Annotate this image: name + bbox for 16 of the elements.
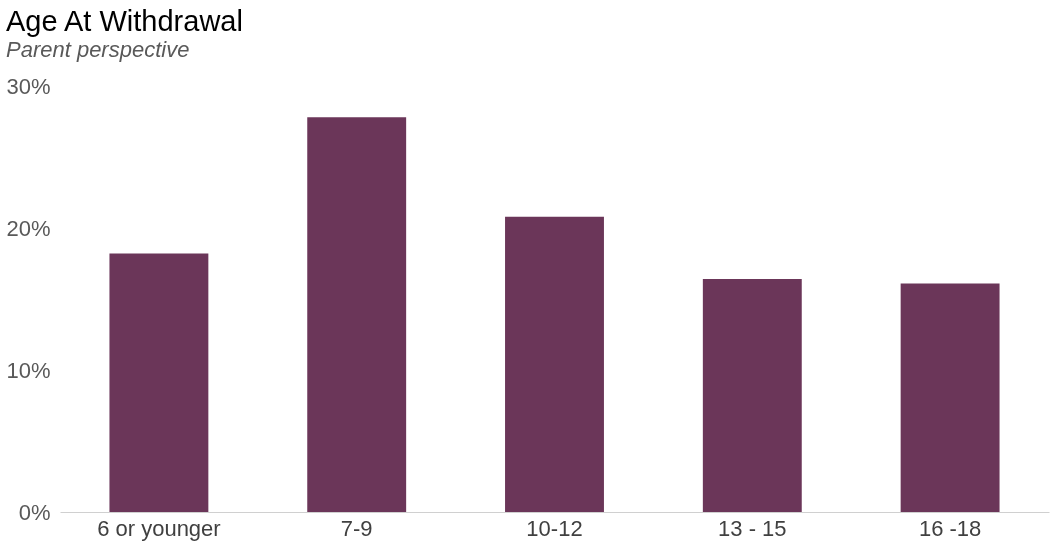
- chart-title: Age At Withdrawal: [5, 5, 243, 37]
- bar: [307, 117, 407, 512]
- x-tick-label: 6 or younger: [97, 515, 221, 541]
- x-tick-label: 7-9: [340, 515, 373, 541]
- y-tick-label: 10%: [6, 357, 51, 383]
- bar: [900, 283, 1000, 512]
- y-tick-label: 0%: [18, 499, 51, 525]
- bar: [109, 253, 209, 512]
- bar: [702, 279, 802, 512]
- x-tick-label: 13 - 15: [718, 515, 787, 541]
- y-tick-label: 30%: [6, 73, 51, 99]
- chart-subtitle: Parent perspective: [5, 37, 190, 62]
- x-tick-label: 10-12: [526, 515, 583, 541]
- x-tick-label: 16 -18: [918, 515, 982, 541]
- bar: [505, 216, 604, 512]
- y-tick-label: 20%: [6, 215, 51, 241]
